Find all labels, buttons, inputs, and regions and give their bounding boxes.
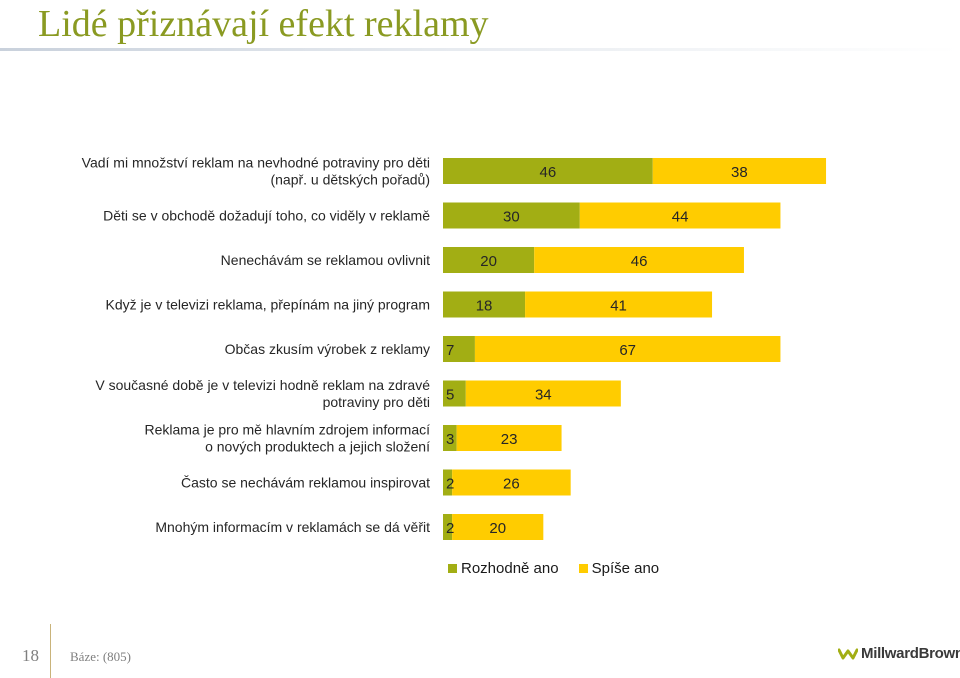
bar-rozhodne-ano (443, 202, 580, 229)
value-label-spise-ano: 23 (501, 431, 518, 448)
value-label-rozhodne-ano: 7 (446, 342, 454, 359)
value-label-spise-ano: 67 (619, 342, 636, 359)
category-label: Děti se v obchodě dožadují toho, co vidě… (103, 208, 430, 224)
slide-title: Lidé přiznávají efekt reklamy (38, 3, 489, 45)
bar-rozhodne-ano (443, 380, 466, 407)
millward-brown-logo: MillwardBrown (838, 645, 960, 662)
category-label: Mnohým informacím v reklamách se dá věři… (155, 519, 430, 535)
value-label-rozhodne-ano: 30 (503, 209, 520, 226)
category-label: Vadí mi množství reklam na nevhodné potr… (82, 155, 430, 171)
title-rule (0, 48, 960, 51)
bar-spise-ano (452, 514, 544, 540)
logo-text: MillwardBrown (861, 645, 960, 662)
category-labels: Vadí mi množství reklam na nevhodné potr… (82, 155, 431, 536)
bar-rozhodne-ano (443, 247, 535, 273)
category-label: Často se nechávám reklamou inspirovat (181, 475, 430, 491)
base-note: Báze: (805) (70, 649, 132, 664)
category-label: V současné době je v televizi hodně rekl… (95, 377, 430, 393)
bar-spise-ano (452, 469, 571, 496)
category-label: o nových produktech a jejich složení (205, 439, 430, 455)
stacked-bar-chart: Vadí mi množství reklam na nevhodné potr… (82, 155, 827, 540)
legend-item-spise-ano: Spíše ano (578, 560, 660, 577)
value-label-rozhodne-ano: 2 (446, 520, 454, 537)
bar-spise-ano (534, 247, 744, 273)
logo-mark-icon (838, 648, 858, 659)
bar-rozhodne-ano (443, 336, 475, 362)
bar-spise-ano (525, 291, 713, 318)
value-label-spise-ano: 34 (535, 387, 552, 404)
value-label-rozhodne-ano: 20 (480, 253, 497, 270)
bar-spise-ano (465, 380, 621, 407)
legend-swatch-spise-ano (578, 564, 588, 573)
legend-label-spise-ano: Spíše ano (591, 560, 660, 577)
value-label-spise-ano: 38 (731, 164, 748, 181)
value-label-rozhodne-ano: 5 (446, 387, 454, 404)
legend-item-rozhodne-ano: Rozhodně ano (448, 560, 559, 577)
value-label-spise-ano: 41 (610, 298, 627, 315)
category-label: Nenechávám se reklamou ovlivnit (221, 252, 430, 268)
value-label-rozhodne-ano: 18 (476, 298, 493, 315)
category-label: Když je v televizi reklama, přepínám na … (106, 297, 430, 313)
bar-rozhodne-ano (443, 514, 453, 540)
bar-rozhodne-ano (443, 469, 453, 496)
value-label-rozhodne-ano: 46 (540, 164, 557, 181)
value-label-spise-ano: 44 (672, 209, 689, 226)
bar-rozhodne-ano (443, 158, 653, 184)
category-label: Reklama je pro mě hlavním zdrojem inform… (144, 422, 430, 438)
value-labels: 46 38 30 44 20 46 18 41 7 67 5 34 3 23 2 26 2 20 (446, 164, 748, 537)
value-label-spise-ano: 46 (631, 253, 648, 270)
legend: Rozhodně ano Spíše ano (448, 560, 679, 577)
footer-divider (50, 624, 51, 678)
bar-spise-ano (579, 202, 781, 229)
bar-rozhodne-ano (443, 291, 526, 318)
bar-spise-ano (474, 336, 781, 362)
bar-spise-ano (652, 158, 827, 184)
legend-label-rozhodne-ano: Rozhodně ano (461, 560, 559, 577)
legend-swatch-rozhodne-ano (448, 564, 457, 573)
category-label: potraviny pro děti (323, 394, 430, 410)
bar-spise-ano (456, 425, 562, 451)
bar-rozhodne-ano (443, 425, 457, 451)
value-label-spise-ano: 20 (489, 520, 506, 537)
value-label-rozhodne-ano: 2 (446, 476, 454, 493)
value-label-rozhodne-ano: 3 (446, 431, 454, 448)
bars (443, 158, 827, 540)
category-label: (např. u dětských pořadů) (270, 172, 430, 188)
category-label: Občas zkusím výrobek z reklamy (225, 341, 430, 357)
page-number: 18 (22, 646, 39, 665)
value-label-spise-ano: 26 (503, 476, 520, 493)
